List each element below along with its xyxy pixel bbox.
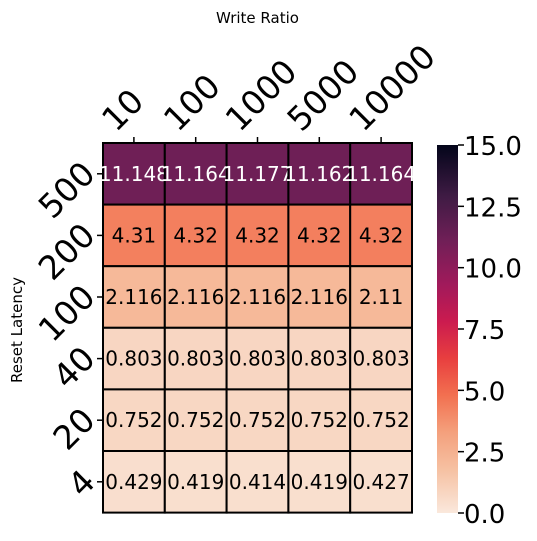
cell-value-label: 0.752 — [229, 408, 286, 432]
heatmap-cell — [163, 142, 228, 206]
heatmap-cell — [287, 326, 352, 391]
heatmap-cell — [225, 388, 290, 452]
cell-value-label: 0.429 — [105, 470, 162, 494]
cell-value-label: 4.32 — [297, 223, 342, 247]
x-tick-label: 10 — [94, 81, 151, 138]
cell-value-label: 4.32 — [359, 223, 404, 247]
cell-value-label: 0.752 — [291, 408, 348, 432]
heatmap-cell — [163, 326, 228, 391]
heatmap-cell — [287, 265, 352, 329]
cell-value-label: 0.803 — [167, 347, 224, 371]
cell-value-label: 0.803 — [105, 347, 162, 371]
colorbar-gradient — [437, 145, 458, 513]
heatmap-cell — [287, 450, 352, 514]
cell-value-label: 0.752 — [105, 408, 162, 432]
cell-value-label: 0.427 — [352, 470, 409, 494]
cell-value-label: 2.11 — [359, 285, 404, 309]
cell-value-label: 4.32 — [173, 223, 218, 247]
cell-value-label: 0.803 — [352, 347, 409, 371]
cell-value-label: 0.419 — [167, 470, 224, 494]
cell-value-label: 0.419 — [291, 470, 348, 494]
heatmap-cell — [349, 326, 414, 391]
x-axis-title: Write Ratio — [216, 9, 299, 27]
cell-value-label: 4.31 — [112, 223, 157, 247]
x-tick-label: 1000 — [218, 52, 305, 139]
cell-value-label: 11.148 — [99, 162, 169, 186]
heatmap-cell — [349, 203, 414, 268]
heatmap-cell — [225, 203, 290, 268]
y-axis-title: Reset Latency — [8, 277, 26, 383]
cell-value-label: 11.162 — [284, 162, 354, 186]
colorbar-tick-label: 2.5 — [464, 439, 505, 469]
y-tick-label: 4 — [60, 462, 102, 504]
cell-value-label: 0.803 — [291, 347, 348, 371]
y-tick-label: 40 — [45, 339, 102, 396]
y-tick-label: 100 — [31, 277, 103, 349]
y-tick-label: 500 — [31, 154, 103, 226]
colorbar-tick-label: 12.5 — [464, 193, 522, 223]
colorbar: 0.0 2.5 5.0 7.5 10.0 12.5 15.0 — [437, 132, 522, 530]
colorbar-tick-label: 15.0 — [464, 132, 522, 162]
colorbar-tick-label: 10.0 — [464, 255, 522, 285]
cell-value-label: 11.164 — [161, 162, 231, 186]
cell-value-label: 0.752 — [167, 408, 224, 432]
cell-value-label: 2.116 — [105, 285, 162, 309]
cell-value-label: 11.177 — [223, 162, 293, 186]
heatmap-cell — [163, 388, 228, 452]
cell-value-label: 4.32 — [235, 223, 280, 247]
cell-value-label: 2.116 — [229, 285, 286, 309]
heatmap-cell — [225, 450, 290, 514]
x-tick-label: 5000 — [279, 52, 366, 139]
y-tick-label: 20 — [45, 400, 102, 457]
cell-value-label: 0.752 — [352, 408, 409, 432]
y-tick-label: 200 — [31, 215, 103, 287]
heatmap-cell — [163, 450, 228, 514]
x-tick-label: 100 — [156, 67, 228, 139]
cell-value-label: 11.164 — [346, 162, 416, 186]
colorbar-tick-label: 5.0 — [464, 377, 505, 407]
cell-value-label: 0.803 — [229, 347, 286, 371]
colorbar-tick-label: 0.0 — [464, 500, 505, 530]
heatmap-cell — [349, 450, 414, 514]
heatmap-cell — [163, 265, 228, 329]
cell-value-label: 2.116 — [291, 285, 348, 309]
cell-value-label: 0.414 — [229, 470, 286, 494]
colorbar-tick-label: 7.5 — [464, 316, 505, 346]
cell-value-label: 2.116 — [167, 285, 224, 309]
